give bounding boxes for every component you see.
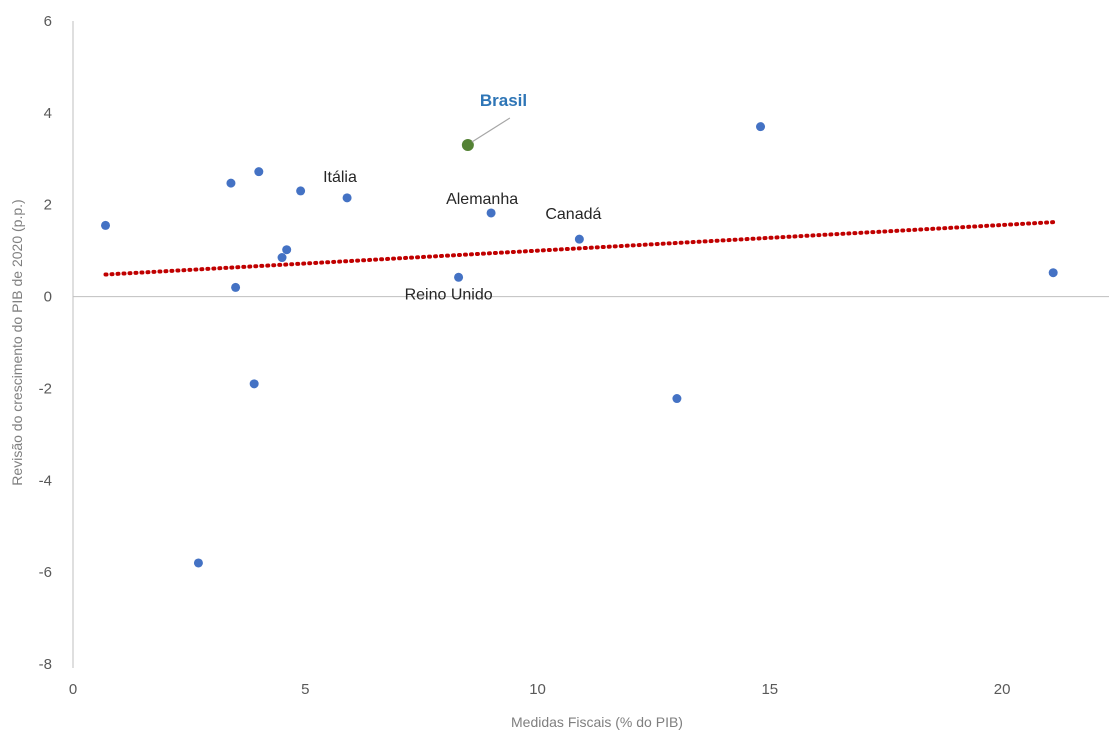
data-point [226, 178, 236, 188]
trendline-layer [103, 220, 1056, 277]
y-tick-label: -8 [39, 656, 52, 673]
data-point [282, 245, 292, 255]
x-axis-title: Medidas Fiscais (% do PIB) [511, 714, 683, 730]
data-point [231, 282, 241, 292]
x-tick-label: 5 [301, 681, 309, 698]
x-tick-label: 10 [529, 681, 546, 698]
data-point [1048, 268, 1058, 278]
data-point [296, 186, 306, 196]
y-tick-label: -6 [39, 564, 52, 581]
y-tick-label: -2 [39, 380, 52, 397]
data-point [454, 272, 464, 282]
point-label: Reino Unido [405, 286, 493, 303]
data-point [672, 394, 682, 404]
y-tick-label: 6 [44, 13, 52, 30]
data-point [342, 193, 352, 203]
y-tick-label: -4 [39, 472, 52, 489]
data-point [254, 167, 264, 177]
point-label: Canadá [545, 206, 601, 223]
point-label: Brasil [480, 91, 527, 110]
trendline [103, 220, 1056, 277]
data-point [756, 122, 766, 132]
y-tick-label: 4 [44, 105, 52, 122]
data-point [101, 220, 111, 230]
point-label: Itália [323, 169, 357, 186]
point-labels: Itália Reino Unido Brasil Alemanha Canadá [323, 91, 601, 303]
highlight-data-point [461, 139, 474, 152]
y-tick-label: 0 [44, 289, 52, 306]
data-point [249, 379, 259, 389]
y-axis-title: Revisão do crescimento do PIB de 2020 (p… [9, 199, 25, 485]
axes: -8 -6 -4 -2 0 2 4 6 0 5 10 15 20 [39, 13, 1109, 698]
label-leader-line [471, 117, 511, 143]
x-tick-label: 15 [761, 681, 778, 698]
data-point [574, 234, 584, 244]
x-tick-label: 20 [994, 681, 1011, 698]
data-point [193, 558, 203, 568]
point-label: Alemanha [446, 191, 518, 208]
data-points [101, 122, 1058, 568]
data-point [486, 208, 496, 218]
y-tick-label: 2 [44, 197, 52, 214]
x-tick-label: 0 [69, 681, 77, 698]
data-point [277, 253, 287, 263]
